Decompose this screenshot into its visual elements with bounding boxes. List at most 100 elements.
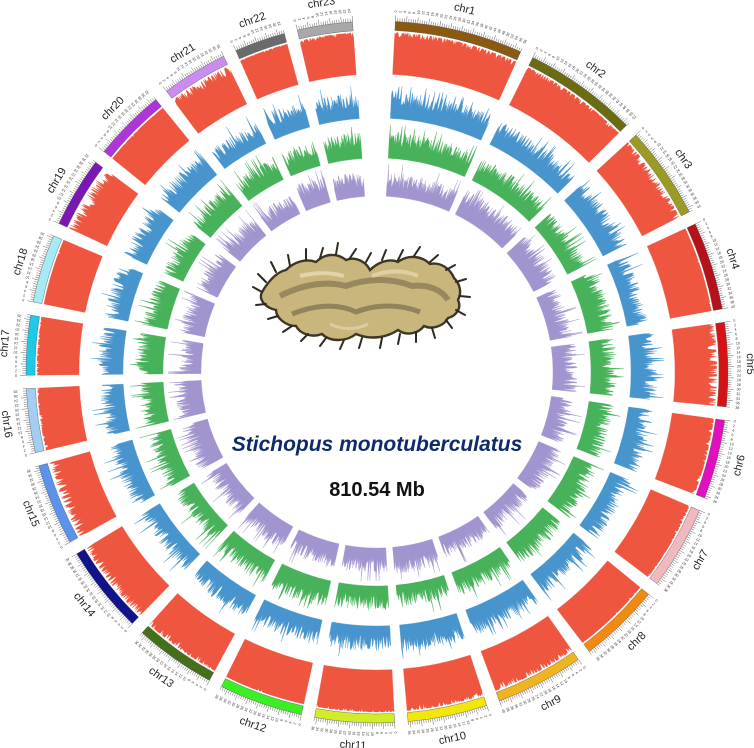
tick-label: 32 <box>144 90 150 96</box>
tick-label: 10 <box>47 524 52 529</box>
tick-label: 32 <box>416 729 420 733</box>
axis-tick <box>186 669 191 675</box>
axis-tick <box>448 24 450 29</box>
tick-label: 30 <box>216 44 221 49</box>
axis-tick <box>722 435 726 437</box>
tick-label: 10 <box>315 13 320 18</box>
tick-label: 12 <box>421 11 425 15</box>
axis-tick <box>243 40 247 47</box>
tick-label: 8 <box>106 129 110 133</box>
axis-tick <box>688 532 693 535</box>
axis-tick <box>689 210 693 213</box>
axis-tick <box>663 574 667 577</box>
tick-label: 12 <box>26 270 31 275</box>
track-3-chr7 <box>547 456 604 518</box>
tick-label: 20 <box>124 108 130 114</box>
axis-tick <box>589 87 594 93</box>
axis-tick <box>656 583 660 586</box>
axis-tick <box>716 283 721 286</box>
axis-tick <box>182 665 185 669</box>
axis-tick <box>73 187 77 191</box>
axis-tick <box>635 609 639 613</box>
axis-tick <box>42 253 47 255</box>
axis-tick <box>660 578 666 583</box>
axis-tick <box>203 62 206 66</box>
axis-tick <box>670 563 675 566</box>
axis-tick <box>30 446 34 448</box>
genome-size: 810.54 Mb <box>329 479 425 501</box>
tick-label: 32 <box>226 700 231 705</box>
tick-label: 8 <box>412 12 416 14</box>
axis-tick <box>565 668 568 672</box>
axis-tick <box>457 26 459 31</box>
tick-label: 28 <box>38 235 43 240</box>
tick-label: 40 <box>611 96 617 102</box>
axis-tick <box>452 25 454 30</box>
tick-label: 30 <box>683 180 689 186</box>
tick-label: 34 <box>514 704 519 709</box>
tick-label: 8 <box>15 355 17 359</box>
axis-tick <box>43 251 48 253</box>
tick-label: 6 <box>53 533 57 537</box>
axis-tick <box>233 693 236 697</box>
axis-tick <box>45 244 50 247</box>
tick-label: 14 <box>361 732 365 736</box>
axis-tick <box>171 82 174 87</box>
axis-tick <box>37 270 41 272</box>
axis-tick <box>508 43 510 47</box>
axis-tick <box>501 700 503 704</box>
axis-tick <box>45 495 49 497</box>
axis-tick <box>75 180 81 185</box>
tick-label: 6 <box>735 332 737 336</box>
axis-tick <box>266 705 270 712</box>
tick-label: 14 <box>693 541 698 546</box>
tick-label: 20 <box>719 260 724 265</box>
axis-tick <box>471 709 473 714</box>
axis-tick <box>25 430 32 433</box>
axis-tick <box>199 675 202 680</box>
tick-label: 52 <box>632 115 638 121</box>
tick-label: 4 <box>117 622 121 626</box>
axis-tick <box>668 175 672 178</box>
axis-tick <box>118 128 122 132</box>
tick-label: 28 <box>737 383 741 387</box>
tick-label: 6 <box>570 673 574 677</box>
axis-tick <box>223 688 226 692</box>
axis-tick <box>45 497 50 500</box>
tick-label: 10 <box>639 616 645 622</box>
tick-label: 20 <box>272 22 277 27</box>
tick-label: 30 <box>231 702 236 707</box>
axis-tick <box>57 217 61 220</box>
tick-label: 0 <box>654 598 658 602</box>
tick-label: 2 <box>297 18 301 21</box>
axis-tick <box>574 661 577 666</box>
tick-label: 2 <box>234 38 238 41</box>
axis-tick <box>265 705 268 709</box>
track-1-chr14 <box>86 526 170 616</box>
axis-tick <box>644 142 648 146</box>
axis-tick <box>149 99 153 103</box>
tick-label: 20 <box>91 595 97 601</box>
axis-tick <box>545 679 549 683</box>
axis-tick <box>26 424 30 425</box>
axis-tick <box>618 626 623 632</box>
axis-tick <box>178 77 182 81</box>
tick-label: 0 <box>22 298 25 302</box>
tick-label: 12 <box>659 146 665 152</box>
tick-label: 34 <box>601 87 607 93</box>
axis-tick <box>557 672 560 677</box>
chromosome-label: chr6 <box>731 454 748 478</box>
track-1-chr17 <box>36 316 84 376</box>
axis-tick <box>121 125 125 129</box>
axis-tick <box>117 610 120 614</box>
tick-label: 26 <box>453 16 458 21</box>
axis-tick <box>712 474 719 477</box>
tick-label: 0 <box>393 731 397 733</box>
track-1-chr10 <box>403 654 483 711</box>
tick-label: 8 <box>735 337 737 341</box>
tick-label: 16 <box>97 602 103 608</box>
axis-tick <box>46 499 51 502</box>
axis-tick <box>706 493 710 496</box>
axis-tick <box>506 42 508 46</box>
